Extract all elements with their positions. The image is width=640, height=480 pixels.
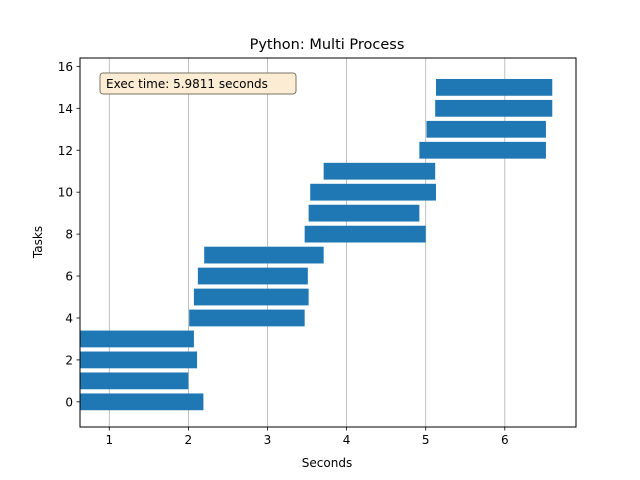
task-bar-12: [419, 141, 546, 159]
y-tick-label: 4: [65, 311, 73, 325]
task-bar-14: [435, 99, 553, 117]
y-axis-label: Tasks: [31, 226, 45, 259]
x-tick-label: 1: [105, 433, 113, 447]
y-tick-label: 6: [65, 270, 73, 284]
task-bar-4: [189, 309, 305, 327]
y-tick-label: 16: [58, 60, 73, 74]
task-bar-8: [304, 225, 426, 243]
task-bar-2: [80, 351, 198, 369]
task-bar-5: [193, 288, 309, 306]
task-bar-3: [80, 330, 194, 348]
y-tick-label: 14: [58, 102, 73, 116]
annotation-text: Exec time: 5.9811 seconds: [106, 77, 268, 91]
task-bar-13: [426, 120, 546, 138]
task-bar-10: [310, 183, 436, 201]
task-bar-1: [80, 372, 189, 390]
x-tick-label: 3: [264, 433, 272, 447]
plot-frame: [79, 57, 577, 428]
y-tick-label: 8: [65, 228, 73, 242]
task-bar-0: [80, 393, 204, 411]
y-tick-label: 2: [65, 353, 73, 367]
annotation-box: [99, 72, 297, 95]
y-tick-label: 0: [65, 395, 73, 409]
task-bar-9: [308, 204, 420, 222]
x-tick-label: 2: [185, 433, 193, 447]
x-axis-label: Seconds: [302, 456, 352, 470]
y-tick-label: 12: [58, 144, 73, 158]
task-bar-6: [197, 267, 308, 285]
x-tick-label: 4: [343, 433, 351, 447]
y-tick-label: 10: [58, 186, 73, 200]
task-bar-7: [204, 246, 324, 264]
task-bar-15: [435, 78, 553, 96]
x-tick-label: 6: [501, 433, 509, 447]
chart-title: Python: Multi Process: [250, 37, 405, 53]
x-tick-label: 5: [422, 433, 430, 447]
exec-time-annotation: Exec time: 5.9811 seconds: [99, 72, 297, 95]
task-bars: [80, 78, 553, 411]
task-bar-11: [323, 162, 436, 180]
